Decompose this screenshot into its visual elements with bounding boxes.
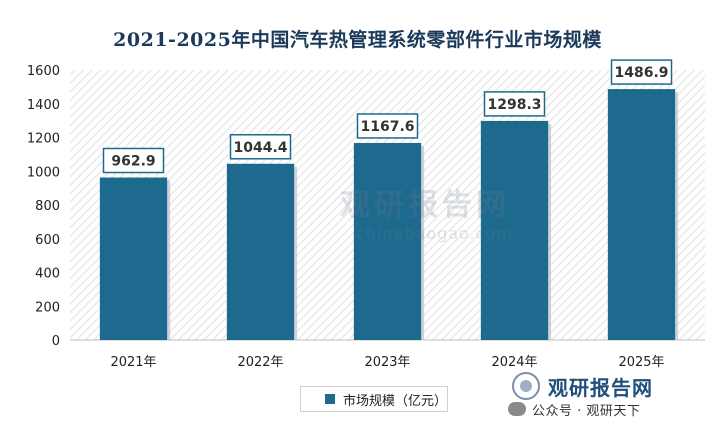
data-label: 1167.6 (360, 119, 414, 135)
brand-name: 观研报告网 (548, 375, 653, 400)
y-tick-label: 1600 (27, 64, 60, 79)
bar (226, 163, 295, 340)
bars (99, 89, 679, 341)
x-axis: 2021年 2022年 2023年 2024年 2025年 (110, 355, 664, 370)
data-label-box (102, 147, 165, 174)
data-label-box (483, 91, 546, 117)
legend-label: 市场规模（亿元） (343, 393, 448, 409)
data-label-box (229, 134, 292, 160)
x-tick-label: 2022年 (237, 355, 283, 370)
bar (353, 142, 422, 340)
footer-text: 公众号 · 观研天下 (532, 403, 641, 419)
y-tick-label: 400 (35, 267, 60, 282)
data-label: 1044.4 (233, 140, 287, 156)
y-tick-label: 1000 (27, 165, 60, 180)
data-label-box (356, 113, 419, 139)
data-label: 1486.9 (614, 65, 668, 81)
data-label: 962.9 (111, 154, 155, 170)
y-tick-label: 1200 (27, 132, 60, 147)
x-tick-label: 2021年 (110, 355, 156, 370)
x-tick-label: 2023年 (364, 355, 410, 370)
legend-swatch (325, 394, 335, 404)
wechat-icon (508, 402, 526, 416)
brand-logo-icon (512, 372, 540, 400)
data-label: 1298.3 (487, 97, 541, 113)
bar (480, 120, 549, 341)
y-tick-label: 200 (35, 300, 60, 315)
legend: 市场规模（亿元） (300, 386, 448, 412)
data-labels: 962.9 1044.4 1167.6 1298.3 1486.9 (102, 59, 673, 174)
y-tick-label: 1400 (27, 98, 60, 113)
y-axis: 0 200 400 600 800 1000 1200 1400 1600 (27, 64, 705, 349)
y-tick-label: 600 (35, 233, 60, 248)
brand: 观研报告网 (512, 370, 702, 402)
y-tick-label: 800 (35, 199, 60, 214)
bar (607, 89, 676, 340)
x-tick-label: 2025年 (618, 355, 664, 370)
bar (99, 177, 168, 340)
chart-title: 2021-2025年中国汽车热管理系统零部件行业市场规模 (113, 29, 602, 51)
footer-note: 公众号 · 观研天下 (508, 398, 708, 420)
x-tick-label: 2024年 (491, 355, 537, 370)
data-label-box (610, 59, 673, 85)
y-tick-label: 0 (52, 334, 60, 349)
